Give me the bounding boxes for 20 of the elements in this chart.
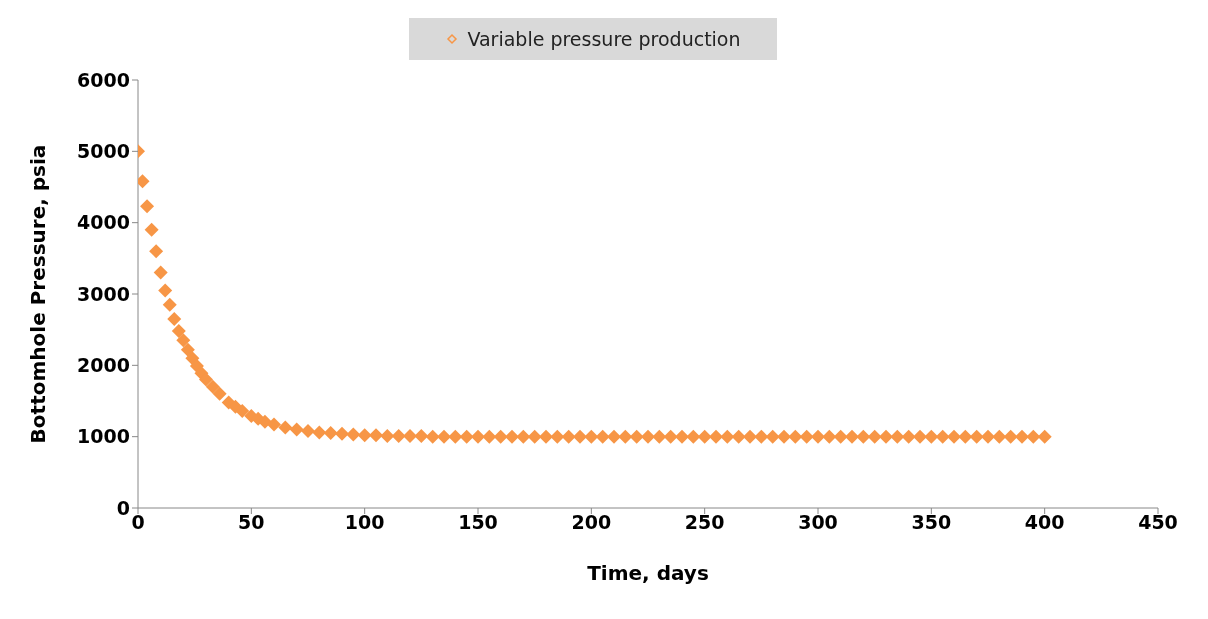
y-tick-label: 3000 (77, 282, 130, 305)
y-tick-label: 2000 (77, 354, 130, 377)
x-tick-label: 350 (911, 511, 952, 534)
y-tick-label: 1000 (77, 425, 130, 448)
x-axis-title: Time, days (587, 561, 709, 585)
y-tick-label: 0 (116, 496, 130, 519)
x-tick-label: 300 (798, 511, 838, 534)
y-axis-title: Bottomhole Pressure, psia (26, 144, 51, 444)
y-tick-label: 6000 (77, 68, 130, 91)
x-tick-label: 0 (131, 511, 145, 534)
y-tick-label: 4000 (77, 211, 130, 234)
x-tick-label: 400 (1024, 511, 1065, 534)
x-tick-label: 450 (1138, 511, 1178, 534)
legend-label: Variable pressure production (466, 28, 741, 50)
x-tick-label: 50 (238, 511, 265, 534)
y-tick-label: 5000 (77, 140, 130, 163)
x-tick-label: 150 (458, 511, 498, 534)
x-tick-label: 250 (684, 511, 725, 534)
x-tick-label: 100 (344, 511, 385, 534)
x-tick-label: 200 (571, 511, 612, 534)
